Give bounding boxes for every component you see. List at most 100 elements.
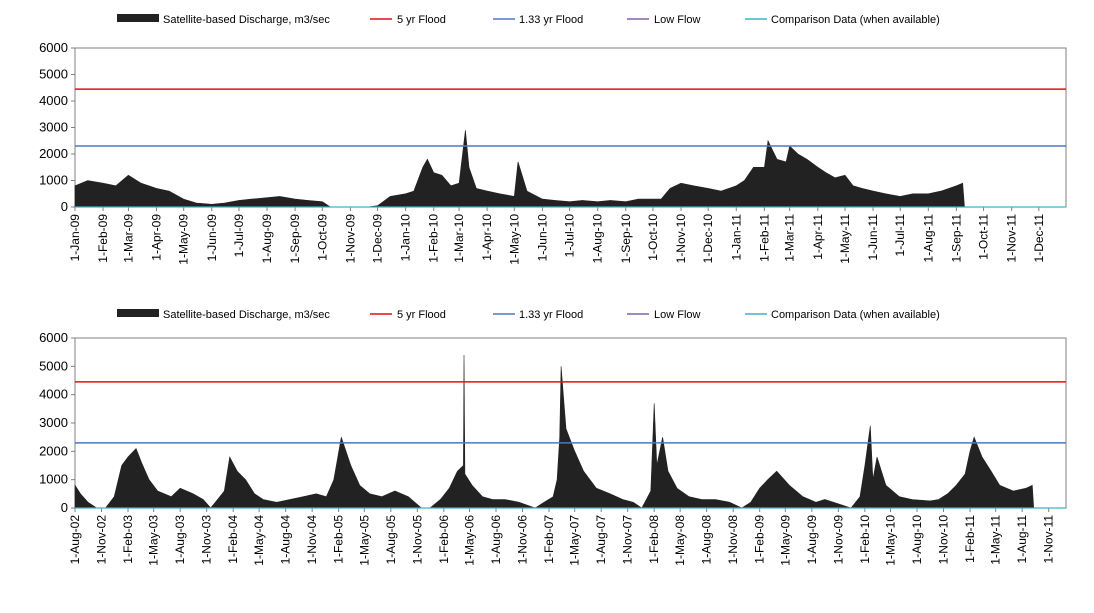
chart1-xtick-label: 1-Aug-06 bbox=[489, 515, 503, 565]
chart1-xtick-label: 1-May-10 bbox=[884, 515, 898, 566]
chart0-ytick-label: 6000 bbox=[39, 40, 68, 55]
chart0-ytick-label: 5000 bbox=[39, 67, 68, 82]
chart0-xtick-label: 1-Apr-09 bbox=[150, 214, 164, 261]
chart0-xtick-label: 1-Mar-11 bbox=[783, 214, 797, 262]
chart0-ytick-label: 1000 bbox=[39, 173, 68, 188]
chart1-xtick-label: 1-Aug-05 bbox=[384, 515, 398, 565]
chart0-xtick-label: 1-Apr-11 bbox=[811, 214, 825, 260]
chart0-xtick-label: 1-Jun-11 bbox=[866, 214, 880, 261]
chart1-discharge-area bbox=[74, 354, 1035, 509]
chart0-xtick-label: 1-Oct-10 bbox=[646, 214, 660, 261]
chart1-xtick-label: 1-Nov-03 bbox=[200, 515, 214, 565]
chart1-xtick-label: 1-Nov-10 bbox=[937, 515, 951, 565]
chart0-xtick-label: 1-Jan-09 bbox=[68, 214, 82, 262]
chart1-xtick-label: 1-May-05 bbox=[357, 515, 371, 566]
chart1-group bbox=[71, 309, 1067, 512]
chart1-xtick-label: 1-Feb-10 bbox=[858, 515, 872, 564]
chart1-xtick-label: 1-May-07 bbox=[568, 515, 582, 566]
chart0-discharge-area bbox=[74, 130, 965, 208]
chart0-plot-area bbox=[74, 47, 1067, 208]
chart0-xtick-label: 1-Feb-11 bbox=[757, 214, 771, 262]
chart0-xtick-label: 1-Nov-09 bbox=[343, 214, 357, 264]
chart1-ytick-label: 2000 bbox=[39, 443, 68, 458]
chart1-xtick-label: 1-Feb-08 bbox=[647, 515, 661, 564]
chart0-xtick-label: 1-Feb-09 bbox=[96, 214, 110, 263]
chart1-xtick-label: 1-Feb-05 bbox=[332, 515, 346, 564]
chart1-legend bbox=[117, 309, 767, 317]
chart0-xtick-label: 1-Jan-11 bbox=[729, 214, 743, 261]
chart1-legend-flood5-label: 5 yr Flood bbox=[397, 309, 446, 321]
chart1-xtick-label: 1-Nov-04 bbox=[305, 515, 319, 565]
chart1-xtick-label: 1-Aug-07 bbox=[594, 515, 608, 565]
chart0-legend-discharge-swatch bbox=[117, 14, 159, 22]
chart0-ytick-label: 2000 bbox=[39, 146, 68, 161]
chart1-xtick-label: 1-May-09 bbox=[778, 515, 792, 566]
chart1-xtick-label: 1-Aug-04 bbox=[279, 515, 293, 565]
chart0-xtick-label: 1-Jun-10 bbox=[535, 214, 549, 262]
chart1-legend-comparison-label: Comparison Data (when available) bbox=[771, 309, 940, 321]
chart0-xtick-label: 1-Jan-10 bbox=[399, 214, 413, 262]
chart0-xtick-label: 1-Dec-10 bbox=[701, 214, 715, 264]
chart0-xtick-label: 1-Nov-11 bbox=[1005, 214, 1019, 263]
chart1-xtick-label: 1-Aug-03 bbox=[173, 515, 187, 565]
chart0-xtick-label: 1-Jul-10 bbox=[563, 214, 577, 258]
chart0-legend-lowflow-label: Low Flow bbox=[654, 14, 701, 26]
chart0-xtick-label: 1-Oct-11 bbox=[977, 214, 991, 260]
chart1-xtick-label: 1-Aug-11 bbox=[1015, 515, 1029, 564]
chart1-xtick-label: 1-May-03 bbox=[147, 515, 161, 566]
chart0-legend-flood133-label: 1.33 yr Flood bbox=[519, 14, 583, 26]
chart0-legend bbox=[117, 14, 767, 22]
chart1-xtick-label: 1-Feb-09 bbox=[753, 515, 767, 564]
chart1-legend-discharge-swatch bbox=[117, 309, 159, 317]
chart1-ytick-label: 0 bbox=[61, 500, 68, 515]
chart1-xtick-label: 1-May-08 bbox=[673, 515, 687, 566]
chart1-xtick-label: 1-Aug-09 bbox=[805, 515, 819, 565]
chart1-xtick-label: 1-Feb-06 bbox=[437, 515, 451, 564]
chart1-xtick-label: 1-Nov-08 bbox=[726, 515, 740, 565]
chart0-xtick-label: 1-Sep-10 bbox=[619, 214, 633, 264]
chart0-xtick-label: 1-Mar-10 bbox=[452, 214, 466, 263]
chart1-xtick-label: 1-Aug-02 bbox=[68, 515, 82, 565]
chart0-ytick-label: 3000 bbox=[39, 120, 68, 135]
chart1-xtick-label: 1-May-11 bbox=[989, 515, 1003, 565]
chart1-ytick-label: 5000 bbox=[39, 358, 68, 373]
chart1-xtick-label: 1-Nov-09 bbox=[831, 515, 845, 565]
chart0-legend-flood5-label: 5 yr Flood bbox=[397, 14, 446, 26]
chart0-xtick-label: 1-May-10 bbox=[507, 214, 521, 265]
chart0-xtick-label: 1-Sep-11 bbox=[949, 214, 963, 263]
chart1-xtick-label: 1-Feb-03 bbox=[121, 515, 135, 564]
chart1-xtick-label: 1-Aug-10 bbox=[910, 515, 924, 565]
chart1-ytick-label: 4000 bbox=[39, 387, 68, 402]
chart0-xtick-label: 1-Jul-11 bbox=[893, 214, 907, 257]
chart0-ytick-label: 0 bbox=[61, 199, 68, 214]
chart1-xtick-label: 1-Nov-06 bbox=[516, 515, 530, 565]
chart1-xtick-label: 1-Aug-08 bbox=[700, 515, 714, 565]
chart0-xtick-label: 1-Aug-09 bbox=[260, 214, 274, 264]
chart0-ytick-label: 4000 bbox=[39, 93, 68, 108]
chart0-xtick-label: 1-Jun-09 bbox=[205, 214, 219, 262]
chart0-group bbox=[71, 14, 1067, 211]
chart0-xtick-label: 1-Mar-09 bbox=[121, 214, 135, 263]
chart1-legend-lowflow-label: Low Flow bbox=[654, 309, 701, 321]
chart1-xtick-label: 1-Nov-02 bbox=[95, 515, 109, 565]
chart1-xtick-label: 1-Feb-04 bbox=[226, 515, 240, 564]
chart1-xtick-label: 1-May-06 bbox=[463, 515, 477, 566]
chart1-xtick-label: 1-Nov-05 bbox=[410, 515, 424, 565]
chart0-legend-discharge-label: Satellite-based Discharge, m3/sec bbox=[163, 14, 330, 26]
chart0-xtick-label: 1-Feb-10 bbox=[427, 214, 441, 263]
chart0-xtick-label: 1-Nov-10 bbox=[674, 214, 688, 264]
chart1-legend-flood133-label: 1.33 yr Flood bbox=[519, 309, 583, 321]
chart1-ytick-label: 1000 bbox=[39, 472, 68, 487]
chart1-xtick-label: 1-Feb-11 bbox=[963, 515, 977, 563]
chart0-xtick-label: 1-Dec-09 bbox=[371, 214, 385, 264]
chart0-xtick-label: 1-May-09 bbox=[177, 214, 191, 265]
chart1-xtick-label: 1-Feb-07 bbox=[542, 515, 556, 564]
chart0-xtick-label: 1-Apr-10 bbox=[480, 214, 494, 261]
chart1-xtick-label: 1-Nov-11 bbox=[1042, 515, 1056, 564]
chart1-xtick-label: 1-May-04 bbox=[252, 515, 266, 566]
chart0-xtick-label: 1-Aug-10 bbox=[591, 214, 605, 264]
chart1-ytick-label: 3000 bbox=[39, 415, 68, 430]
chart0-xtick-label: 1-Sep-09 bbox=[288, 214, 302, 264]
